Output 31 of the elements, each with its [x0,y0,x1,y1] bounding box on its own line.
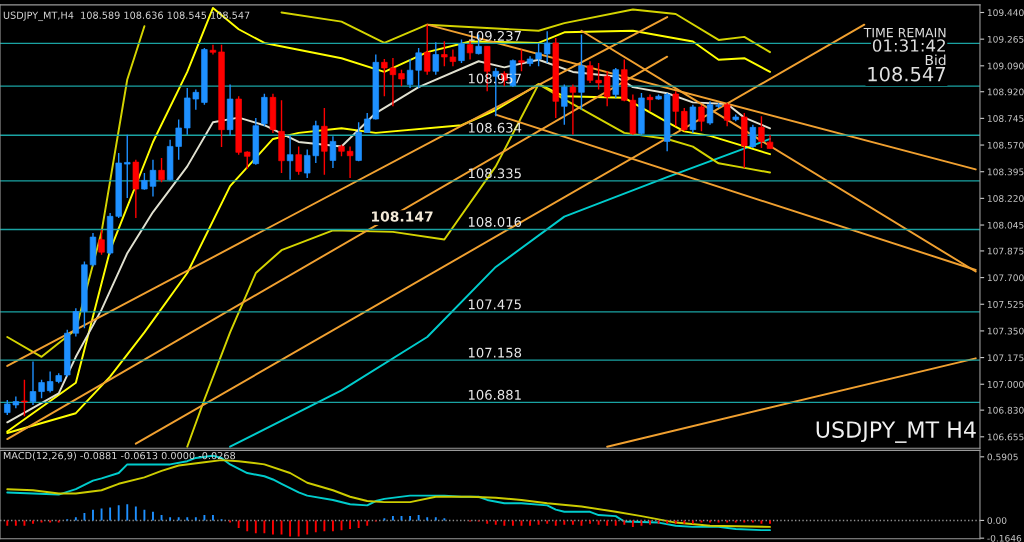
y-tick-label: 107.700 [987,274,1024,282]
y-tick-label: -0.1646 [987,534,1022,542]
annotation: 108.147 [371,211,433,222]
y-tick-label: 0.5905 [987,453,1018,461]
y-tick-label: 0.00 [987,517,1007,524]
annotation: Bid [925,54,946,66]
ref-line-label: 108.016 [468,216,522,227]
y-tick-label: 108.920 [987,88,1024,96]
y-tick-label: 109.265 [987,35,1024,43]
annotation: TIME REMAIN [863,28,946,38]
y-tick-label: 109.440 [987,9,1024,17]
y-tick-label: 108.220 [987,195,1024,202]
annotation: 01:31:42 [872,39,945,52]
y-tick-label: 107.875 [987,247,1024,255]
ref-line-label: 107.158 [468,347,522,358]
y-tick-label: 107.350 [987,327,1024,335]
y-tick-label: 108.045 [987,221,1024,229]
y-tick-label: 107.175 [987,354,1024,362]
y-tick-label: 109.090 [987,62,1024,70]
y-tick-label: 108.745 [987,115,1024,122]
y-tick-label: 108.395 [987,168,1024,176]
y-tick-label: 108.570 [987,141,1024,149]
y-tick-label: 107.000 [987,380,1024,388]
y-tick-label: 106.830 [987,406,1024,414]
y-tick-label: 106.655 [987,433,1024,441]
annotation: 108.547 [868,66,945,82]
ref-line-label: 106.881 [468,389,521,400]
y-tick-label: 107.525 [987,300,1024,308]
ref-line-label: 107.475 [468,299,521,310]
ref-line-label: 109.237 [468,30,521,41]
text: USDJPY_MT H4 [816,421,976,443]
